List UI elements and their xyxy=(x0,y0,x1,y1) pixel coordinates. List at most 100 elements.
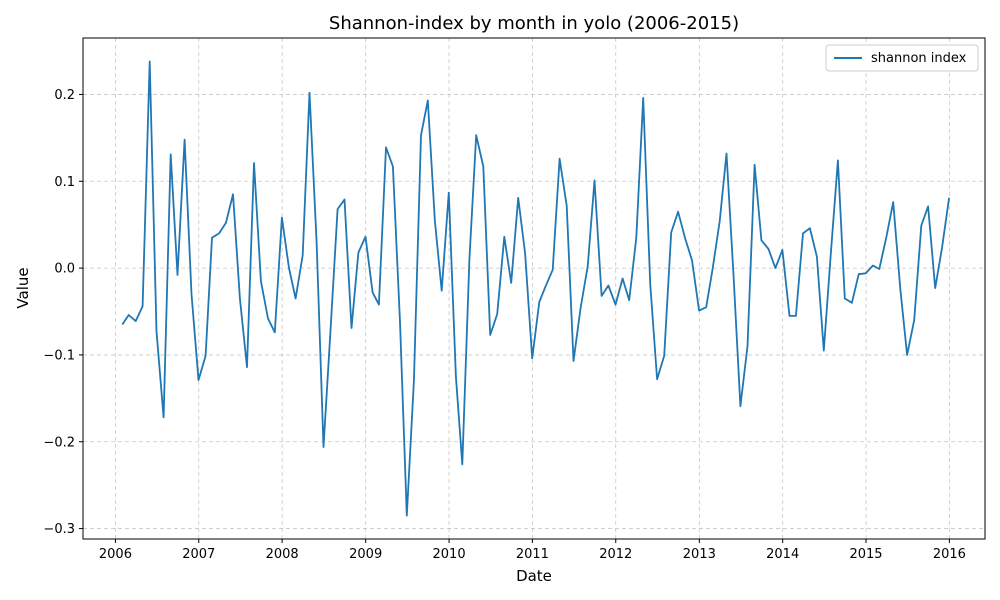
data-point xyxy=(656,378,658,380)
data-point xyxy=(218,233,220,235)
data-point xyxy=(330,330,332,332)
data-point xyxy=(844,298,846,300)
data-point xyxy=(365,236,367,238)
data-point xyxy=(302,254,304,256)
data-point xyxy=(768,248,770,250)
data-point xyxy=(267,318,269,320)
x-tick-label: 2011 xyxy=(516,547,549,562)
data-point xyxy=(184,139,186,141)
data-point xyxy=(225,222,227,224)
data-point xyxy=(128,314,130,316)
legend-box xyxy=(825,44,979,72)
grid-layer xyxy=(83,38,985,539)
legend: shannon index xyxy=(825,44,979,72)
data-point xyxy=(677,211,679,213)
data-point xyxy=(927,206,929,208)
data-point xyxy=(372,292,374,294)
data-point xyxy=(441,290,443,292)
data-point xyxy=(344,199,346,201)
data-point xyxy=(705,306,707,308)
data-point xyxy=(260,280,262,282)
data-point xyxy=(358,252,360,254)
data-point xyxy=(837,160,839,162)
data-point xyxy=(628,299,630,301)
legend-label: shannon index xyxy=(871,51,967,66)
data-point xyxy=(733,276,735,278)
data-point xyxy=(789,315,791,317)
data-point xyxy=(754,164,756,166)
data-point xyxy=(663,355,665,357)
data-point xyxy=(427,100,429,102)
data-point xyxy=(475,134,477,136)
data-point xyxy=(587,266,589,268)
data-point xyxy=(691,260,693,262)
data-point xyxy=(726,153,728,155)
data-point xyxy=(385,147,387,149)
data-point xyxy=(316,241,318,243)
data-point xyxy=(615,304,617,306)
data-point xyxy=(351,327,353,329)
data-point xyxy=(622,278,624,280)
data-point xyxy=(892,201,894,203)
data-point xyxy=(406,515,408,517)
data-point xyxy=(135,320,137,322)
data-point xyxy=(122,324,124,326)
x-tick-label: 2006 xyxy=(99,547,132,562)
data-point xyxy=(489,334,491,336)
data-point xyxy=(719,220,721,222)
data-point xyxy=(496,313,498,315)
data-point xyxy=(830,252,832,254)
data-point xyxy=(608,285,610,287)
data-point xyxy=(469,259,471,261)
data-point xyxy=(295,298,297,300)
data-point xyxy=(712,268,714,270)
data-point xyxy=(900,288,902,290)
data-point xyxy=(545,286,547,288)
x-axis: 2006 2007 2008 2009 2010 2011 2012 2013 2014 2015… xyxy=(99,539,966,562)
series-layer xyxy=(121,60,950,517)
data-point xyxy=(594,180,596,182)
data-point xyxy=(420,134,422,136)
y-axis-label: Value xyxy=(14,267,32,308)
x-tick-label: 2012 xyxy=(599,547,632,562)
data-point xyxy=(524,253,526,255)
data-point xyxy=(941,247,943,249)
plot-frame xyxy=(82,37,986,540)
y-tick-label: −0.3 xyxy=(43,522,75,537)
x-tick-label: 2007 xyxy=(182,547,215,562)
data-point xyxy=(455,376,457,378)
data-point xyxy=(239,298,241,300)
data-point xyxy=(934,287,936,289)
data-point xyxy=(573,360,575,362)
data-point xyxy=(246,366,248,368)
x-tick-label: 2010 xyxy=(433,547,466,562)
data-point xyxy=(809,227,811,229)
data-point xyxy=(232,194,234,196)
data-point xyxy=(649,283,651,285)
data-point xyxy=(399,321,401,323)
data-point xyxy=(775,267,777,269)
x-tick-label: 2015 xyxy=(849,547,882,562)
x-tick-label: 2014 xyxy=(766,547,799,562)
data-point xyxy=(921,225,923,227)
x-tick-label: 2009 xyxy=(349,547,382,562)
data-point xyxy=(740,405,742,407)
data-point xyxy=(559,158,561,160)
data-point xyxy=(288,267,290,269)
data-point xyxy=(913,319,915,321)
data-point xyxy=(879,268,881,270)
data-point xyxy=(539,301,541,303)
data-point xyxy=(448,192,450,194)
y-tick-label: 0.0 xyxy=(54,262,75,277)
data-point xyxy=(761,240,763,242)
data-point xyxy=(504,236,506,238)
data-point xyxy=(684,238,686,240)
y-tick-label: −0.1 xyxy=(43,348,75,363)
data-point xyxy=(149,61,151,63)
data-point xyxy=(177,274,179,276)
data-point xyxy=(281,217,283,219)
y-tick-label: 0.2 xyxy=(54,88,75,103)
data-point xyxy=(782,249,784,251)
data-point xyxy=(802,233,804,235)
data-point xyxy=(253,162,255,164)
